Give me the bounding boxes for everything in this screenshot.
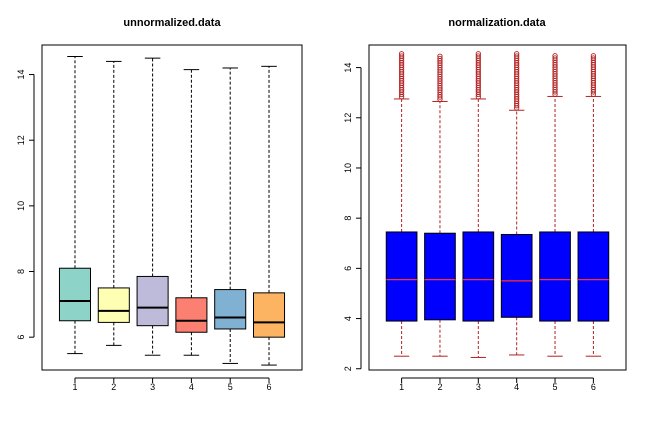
box-2 <box>424 53 456 357</box>
y-tick-label: 8 <box>16 269 26 274</box>
box-iqr <box>214 289 247 330</box>
y-tick-label: 14 <box>16 70 26 80</box>
plot-frame <box>41 44 303 371</box>
box-iqr <box>175 297 208 333</box>
outlier-point <box>552 55 558 61</box>
y-tick-label: 6 <box>343 266 353 271</box>
outlier-point <box>475 53 481 59</box>
y-tick-label: 8 <box>343 216 353 221</box>
outlier-point <box>398 51 405 57</box>
y-tick-label: 10 <box>16 201 26 211</box>
box-iqr <box>97 287 130 323</box>
y-tick-label: 4 <box>343 316 353 321</box>
outlier-point <box>514 51 520 57</box>
box-5 <box>539 53 571 357</box>
x-tick-label: 5 <box>553 382 558 392</box>
x-tick-label: 6 <box>267 382 272 392</box>
chart-title: normalization.data <box>448 17 546 29</box>
box-iqr <box>136 275 169 327</box>
x-tick-label: 1 <box>72 382 77 392</box>
box-iqr <box>539 231 571 322</box>
outlier-point <box>590 55 597 61</box>
box-6 <box>577 53 610 357</box>
outlier-point <box>514 53 520 59</box>
box-1 <box>385 51 418 357</box>
x-tick-label: 4 <box>189 382 194 392</box>
x-tick-label: 3 <box>150 382 155 392</box>
y-tick-label: 12 <box>343 113 353 123</box>
box-iqr <box>500 233 533 318</box>
outlier-point <box>590 53 597 59</box>
box-iqr <box>58 267 92 322</box>
outlier-point <box>437 53 443 59</box>
chart-title: unnormalized.data <box>123 17 221 29</box>
x-tick-label: 2 <box>111 382 116 392</box>
box-4 <box>175 69 208 356</box>
box-iqr <box>577 231 610 322</box>
y-tick-label: 10 <box>343 163 353 173</box>
x-tick-label: 2 <box>437 382 442 392</box>
box-5 <box>214 67 247 364</box>
box-1 <box>58 55 92 355</box>
y-tick-label: 2 <box>343 366 353 371</box>
box-iqr <box>252 292 286 338</box>
outlier-point <box>398 53 405 59</box>
x-tick-label: 6 <box>591 382 596 392</box>
x-tick-label: 5 <box>228 382 233 392</box>
box-iqr <box>462 231 495 322</box>
y-tick-label: 6 <box>16 335 26 340</box>
x-tick-label: 3 <box>476 382 481 392</box>
box-iqr <box>385 231 418 322</box>
x-tick-label: 4 <box>514 382 519 392</box>
outlier-point <box>475 51 481 57</box>
outlier-point <box>552 53 558 59</box>
box-6 <box>252 65 286 366</box>
y-tick-label: 12 <box>16 135 26 145</box>
box-4 <box>500 51 533 356</box>
plot-frame <box>368 44 627 371</box>
box-3 <box>136 57 169 356</box>
box-iqr <box>424 232 456 321</box>
box-2 <box>97 60 130 346</box>
x-tick-label: 1 <box>399 382 404 392</box>
box-3 <box>462 51 495 358</box>
outlier-point <box>437 55 443 62</box>
y-tick-label: 14 <box>343 63 353 73</box>
